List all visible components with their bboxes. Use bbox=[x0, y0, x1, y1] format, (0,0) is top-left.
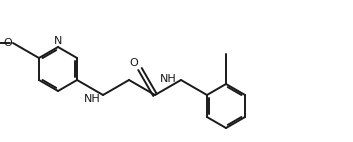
Text: N: N bbox=[54, 36, 62, 45]
Text: NH: NH bbox=[160, 74, 176, 83]
Text: NH: NH bbox=[84, 93, 100, 104]
Text: O: O bbox=[3, 38, 12, 48]
Text: O: O bbox=[129, 58, 138, 68]
